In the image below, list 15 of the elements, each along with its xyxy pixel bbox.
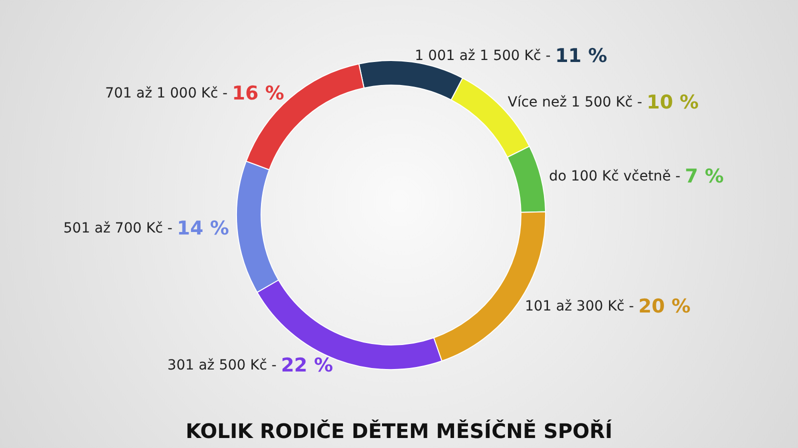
- slice-label: 501 až 700 Kč -: [63, 220, 177, 236]
- data-label: 11 %: [555, 44, 608, 67]
- text: KOLIK RODIČE DĚTEM MĚSÍČNĚ SPOŘÍ: [186, 419, 612, 443]
- data-label: 14 %: [176, 217, 230, 240]
- data-label: 7 %: [684, 166, 724, 188]
- slice-label: 701 až 1 000 Kč -: [105, 85, 232, 102]
- data-label: 20 %: [638, 296, 691, 318]
- slice-label: 301 až 500 Kč -: [167, 358, 281, 374]
- data-label: 16 %: [232, 82, 284, 104]
- data-label: 22 %: [280, 354, 334, 377]
- slice-label: Více než 1 500 Kč -: [508, 94, 647, 111]
- slice-label: 1 001 až 1 500 Kč -: [414, 48, 556, 64]
- slice-label: do 100 Kč včetně -: [548, 168, 685, 185]
- slice-label: 101 až 300 Kč -: [524, 298, 638, 315]
- data-label: 10 %: [646, 92, 699, 114]
